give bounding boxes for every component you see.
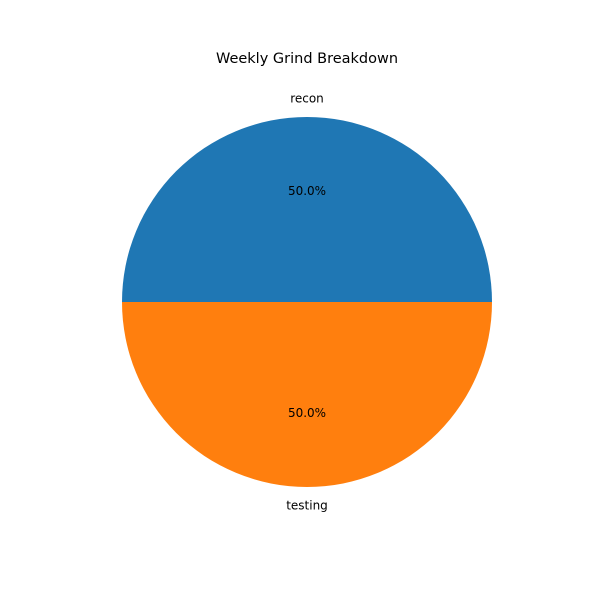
pie-slices (122, 117, 492, 487)
pie-percent-label-testing: 50.0% (288, 406, 326, 420)
chart-title: Weekly Grind Breakdown (216, 51, 398, 67)
pie-category-label-recon: recon (290, 92, 324, 106)
pie-slice-testing (122, 302, 492, 487)
pie-category-label-testing: testing (286, 499, 328, 513)
pie-percent-label-recon: 50.0% (288, 184, 326, 198)
pie-labels: 50.0% recon 50.0% testing (286, 92, 328, 513)
pie-slice-recon (122, 117, 492, 302)
